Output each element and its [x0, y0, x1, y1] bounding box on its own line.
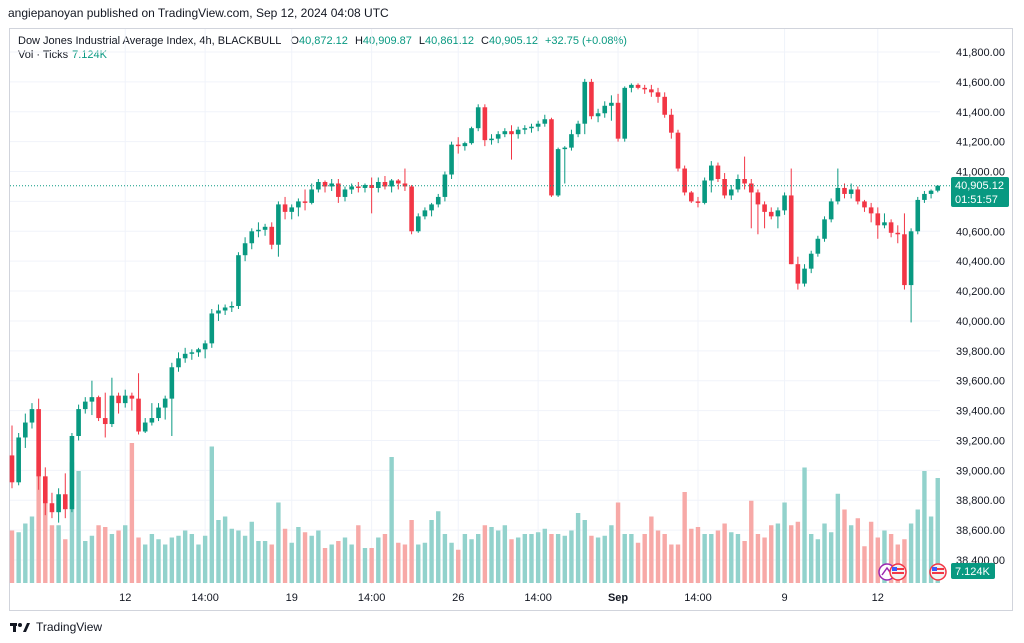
footer-brand[interactable]: TradingView	[10, 620, 102, 634]
volume-legend: Vol · Ticks 7.124K	[18, 49, 107, 61]
publisher-line: angiepanoyan published on TradingView.co…	[8, 6, 389, 20]
low-value: 40,861.12	[425, 35, 474, 47]
volume-legend-value: 7.124K	[72, 49, 107, 61]
ohlc-legend: Dow Jones Industrial Average Index, 4h, …	[18, 35, 627, 47]
open-value: 40,872.12	[298, 35, 348, 47]
change-value: +32.75 (+0.08%)	[545, 35, 627, 47]
footer-brand-label: TradingView	[36, 620, 103, 634]
tradingview-logo-icon	[10, 623, 30, 632]
chart-frame[interactable]	[9, 28, 1013, 611]
symbol-title: Dow Jones Industrial Average Index, 4h, …	[18, 35, 282, 47]
high-value: 40,909.87	[362, 35, 412, 47]
close-value: 40,905.12	[489, 35, 538, 47]
